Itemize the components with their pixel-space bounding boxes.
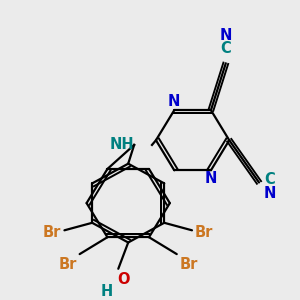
Text: NH: NH [110, 137, 134, 152]
Text: O: O [117, 272, 130, 286]
Text: Br: Br [43, 225, 62, 240]
Text: Br: Br [195, 225, 213, 240]
Text: N: N [264, 186, 276, 201]
Text: C: C [220, 41, 231, 56]
Text: N: N [205, 171, 217, 186]
Text: N: N [220, 28, 232, 43]
Text: Br: Br [180, 257, 198, 272]
Text: C: C [264, 172, 275, 187]
Text: H: H [100, 284, 112, 299]
Text: Br: Br [58, 257, 77, 272]
Text: N: N [168, 94, 181, 109]
